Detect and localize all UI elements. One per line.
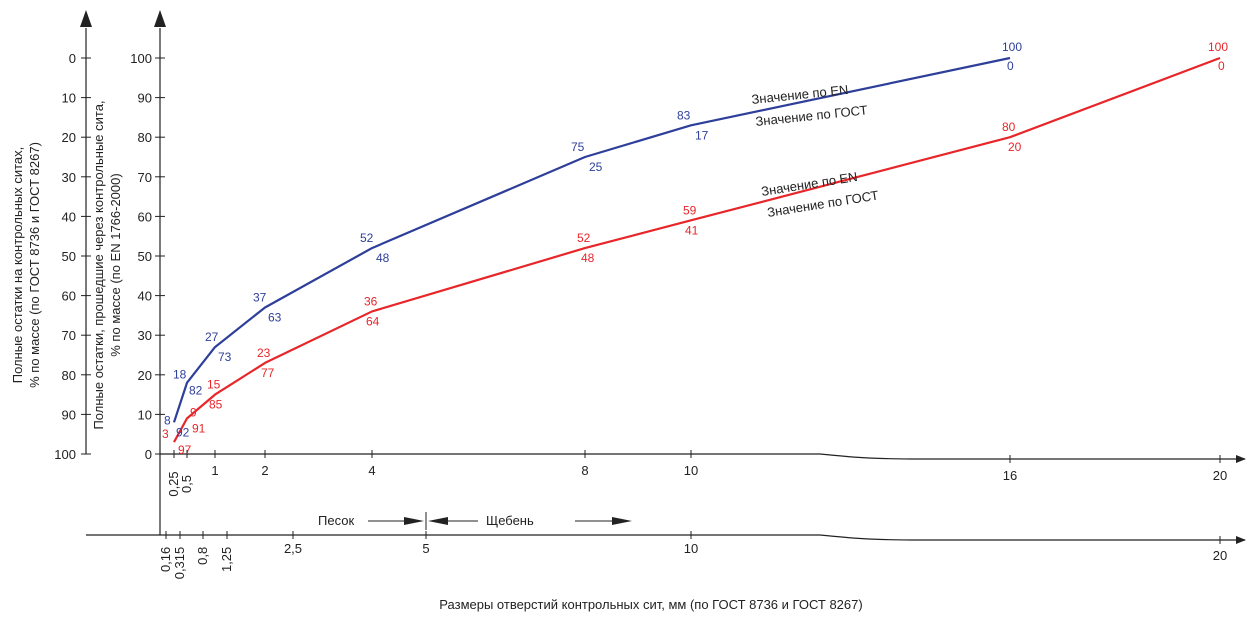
right-y-tick-label: 60 — [138, 209, 152, 224]
zone-gravel-right-arrow-head — [612, 517, 632, 525]
right-y-tick-label: 40 — [138, 289, 152, 304]
left-y-axis-arrow — [80, 10, 92, 27]
blue-series-gost-name: Значение по ГОСТ — [755, 102, 868, 129]
right-y-axis-title: Полные остатки, прошедшие через контроль… — [91, 100, 106, 429]
blue-series-line — [172, 56, 1011, 423]
red-gost-value-label: 0 — [1218, 59, 1225, 73]
top-x-tick-label: 8 — [581, 463, 588, 478]
text-group: 0102030405060708090100100908070605040302… — [10, 51, 1227, 612]
red-gost-value-label: 64 — [366, 314, 380, 328]
right-y-axis-title: % по массе (по EN 1766-2000) — [108, 173, 123, 356]
left-y-tick-label: 80 — [62, 368, 76, 383]
blue-gost-value-label: 82 — [189, 384, 203, 398]
right-y-tick-label: 30 — [138, 328, 152, 343]
bottom-x-tick-label: 10 — [684, 541, 698, 556]
blue-gost-value-label: 25 — [589, 160, 603, 174]
blue-gost-value-label: 92 — [176, 425, 190, 439]
right-y-tick-label: 100 — [130, 51, 152, 66]
red-gost-value-label: 85 — [209, 398, 223, 412]
x-axis-title: Размеры отверстий контрольных сит, мм (п… — [439, 597, 862, 612]
bottom-x-tick-label: 20 — [1213, 548, 1227, 563]
red-en-value-label: 100 — [1208, 40, 1228, 54]
top-x-tick-label: 4 — [368, 463, 375, 478]
axes-group — [80, 10, 1246, 544]
red-en-value-label: 9 — [190, 405, 197, 419]
bottom-x-tick-label: 0,8 — [195, 547, 210, 565]
bottom-x-tick-label: 5 — [422, 541, 429, 556]
blue-en-value-label: 18 — [173, 368, 187, 382]
left-y-tick-label: 100 — [54, 447, 76, 462]
red-en-value-label: 3 — [162, 427, 169, 441]
bottom-x-tick-label: 2,5 — [284, 541, 302, 556]
red-gost-value-label: 77 — [261, 366, 275, 380]
data-labels-group: 8921882277337635248752583171000397991158… — [162, 40, 1228, 457]
red-series-line — [173, 56, 1221, 443]
right-y-tick-label: 20 — [138, 368, 152, 383]
bottom-x-tick-label: 0,16 — [158, 547, 173, 572]
left-y-tick-label: 10 — [62, 91, 76, 106]
red-gost-value-label: 91 — [192, 421, 206, 435]
top-x-tick-label: 16 — [1003, 468, 1017, 483]
red-en-value-label: 36 — [364, 294, 378, 308]
blue-en-value-label: 100 — [1002, 40, 1022, 54]
left-y-axis-title: % по массе (по ГОСТ 8736 и ГОСТ 8267) — [27, 142, 42, 388]
bottom-x-tick-label: 0,315 — [172, 547, 187, 580]
blue-gost-value-label: 73 — [218, 350, 232, 364]
top-x-axis-line — [160, 453, 1246, 463]
top-x-tick-label: 1 — [211, 463, 218, 478]
blue-gost-value-label: 63 — [268, 310, 282, 324]
left-y-tick-label: 0 — [69, 51, 76, 66]
right-y-tick-label: 10 — [138, 407, 152, 422]
left-y-tick-label: 50 — [62, 249, 76, 264]
right-y-tick-label: 90 — [138, 91, 152, 106]
blue-en-value-label: 37 — [253, 290, 267, 304]
blue-en-value-label: 52 — [360, 231, 374, 245]
bottom-x-axis-line — [86, 534, 1246, 544]
red-gost-value-label: 48 — [581, 251, 595, 265]
right-y-tick-label: 50 — [138, 249, 152, 264]
top-x-tick-label: 0,5 — [179, 475, 194, 493]
red-en-value-label: 80 — [1002, 120, 1016, 134]
blue-gost-value-label: 17 — [695, 128, 709, 142]
left-y-tick-label: 40 — [62, 209, 76, 224]
right-y-tick-label: 70 — [138, 170, 152, 185]
red-gost-value-label: 41 — [685, 223, 699, 237]
blue-gost-value-label: 0 — [1007, 59, 1014, 73]
right-y-tick-label: 0 — [145, 447, 152, 462]
left-y-tick-label: 70 — [62, 328, 76, 343]
red-en-value-label: 59 — [683, 203, 697, 217]
left-y-tick-label: 30 — [62, 170, 76, 185]
blue-en-value-label: 83 — [677, 108, 691, 122]
top-x-tick-label: 20 — [1213, 468, 1227, 483]
zone-gravel-label: Щебень — [486, 513, 534, 528]
blue-en-value-label: 75 — [571, 140, 585, 154]
left-y-axis-title: Полные остатки на контрольных ситах, — [10, 147, 25, 384]
red-en-value-label: 23 — [257, 346, 271, 360]
red-gost-value-label: 97 — [178, 443, 192, 457]
series-lines-group — [172, 56, 1221, 443]
left-y-tick-label: 20 — [62, 130, 76, 145]
blue-gost-value-label: 48 — [376, 251, 390, 265]
right-y-tick-label: 80 — [138, 130, 152, 145]
top-x-tick-label: 10 — [684, 463, 698, 478]
right-y-axis-arrow — [154, 10, 166, 27]
bottom-x-tick-label: 1,25 — [219, 547, 234, 572]
zone-gravel-left-arrow-head — [428, 517, 448, 525]
zone-sand-arrow-head — [404, 517, 424, 525]
top-x-tick-label: 2 — [261, 463, 268, 478]
left-y-tick-label: 90 — [62, 407, 76, 422]
blue-en-value-label: 27 — [205, 330, 219, 344]
top-x-tick-label: 0,25 — [166, 471, 181, 496]
zone-sand-label: Песок — [318, 513, 354, 528]
left-y-tick-label: 60 — [62, 289, 76, 304]
red-en-value-label: 15 — [207, 378, 221, 392]
red-en-value-label: 52 — [577, 231, 591, 245]
red-gost-value-label: 20 — [1008, 140, 1022, 154]
blue-en-value-label: 8 — [164, 413, 171, 427]
